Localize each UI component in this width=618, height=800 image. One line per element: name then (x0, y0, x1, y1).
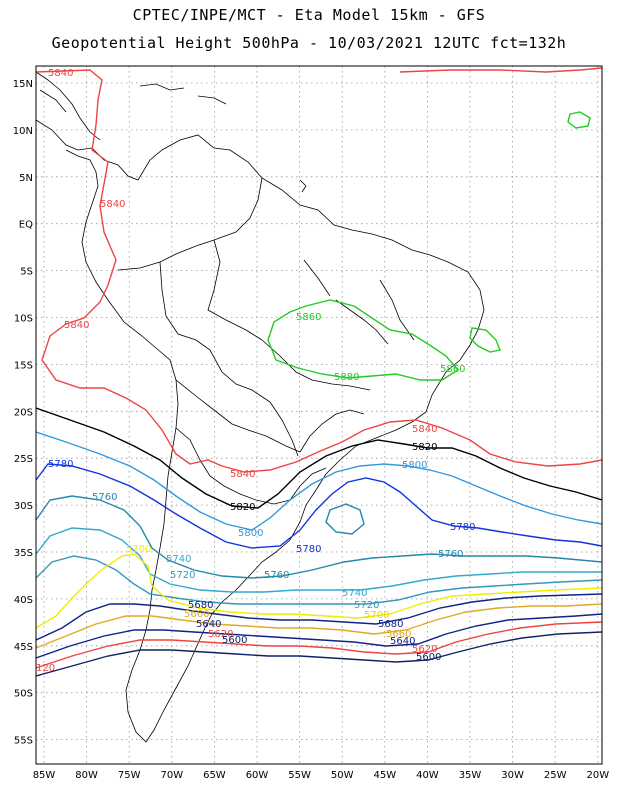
label-5720: 5720 (170, 570, 195, 581)
contour-5840-north (36, 69, 602, 473)
label-5840: 5840 (100, 199, 125, 210)
contour-5660 (36, 603, 602, 649)
label-5620: 120 (36, 663, 55, 674)
longitude-label: 30W (501, 770, 524, 781)
map-frame (35, 65, 603, 765)
latitude-label: 10S (14, 314, 33, 325)
latitude-label: 10N (13, 126, 33, 137)
label-5820: 5820 (412, 442, 437, 453)
latitude-label: EQ (19, 220, 33, 231)
contour-5780-loop (325, 503, 365, 535)
label-5740: 5740 (166, 554, 191, 565)
longitude-label: 25W (544, 770, 567, 781)
label-5740: 5740 (342, 588, 367, 599)
contour-5840-topright (399, 67, 602, 73)
longitude-label: 75W (118, 770, 141, 781)
contour-5600 (36, 631, 602, 677)
contour-5680 (36, 593, 602, 641)
label-5640: 5640 (196, 619, 221, 630)
longitude-label: 70W (160, 770, 183, 781)
map-subtitle: Geopotential Height 500hPa - 10/03/2021 … (51, 34, 567, 52)
longitude-label: 45W (373, 770, 396, 781)
contour-labels: 5840 5840 5840 5840 5840 5860 5860 5880 … (36, 68, 475, 674)
label-5760: 5760 (92, 492, 117, 503)
contour-5860 (267, 299, 460, 381)
longitude-label: 65W (203, 770, 226, 781)
label-5720: 5720 (354, 600, 379, 611)
label-5700: 5700 (126, 544, 151, 555)
latitude-label: 15N (13, 79, 33, 90)
label-5800: 5800 (238, 528, 263, 539)
contour-5640 (36, 613, 602, 659)
label-5680: 5680 (378, 619, 403, 630)
latitude-label: 35S (14, 548, 33, 559)
longitude-label: 85W (33, 770, 56, 781)
latitude-label: 50S (14, 689, 33, 700)
label-5700: 5700 (364, 610, 389, 621)
latitude-label: 45S (14, 642, 33, 653)
latitude-label: 55S (14, 736, 33, 747)
label-5760: 5760 (438, 549, 463, 560)
country-borders (36, 71, 485, 743)
label-5840: 5840 (412, 424, 437, 435)
label-5780: 5780 (48, 459, 73, 470)
height-contours (36, 67, 602, 677)
map-title: CPTEC/INPE/MCT - Eta Model 15km - GFS (132, 6, 486, 24)
label-5640: 5640 (390, 636, 415, 647)
contour-5860-island (469, 327, 501, 353)
label-5660: 5660 (184, 609, 209, 620)
latitude-label: 20S (14, 407, 33, 418)
contour-5760 (36, 495, 602, 579)
contour-5860-topright (567, 111, 591, 129)
label-5860: 5860 (440, 364, 465, 375)
graticule (36, 66, 602, 764)
longitude-label: 60W (246, 770, 269, 781)
label-5680: 5680 (188, 600, 213, 611)
contour-5780 (36, 463, 602, 549)
label-5840: 5840 (48, 68, 73, 79)
latitude-labels: 15N 10N 5N EQ 5S 10S 15S 20S 25S 30S 35S 40S 45S 50S 5… (13, 79, 33, 747)
longitude-label: 80W (75, 770, 98, 781)
longitude-label: 55W (288, 770, 311, 781)
label-5620: 5620 (412, 644, 437, 655)
contour-5800 (36, 431, 602, 531)
latitude-label: 40S (14, 595, 33, 606)
contour-5720 (36, 555, 602, 605)
longitude-label: 35W (459, 770, 482, 781)
contour-5740 (36, 527, 602, 593)
latitude-label: 15S (14, 360, 33, 371)
label-5600: 5600 (416, 652, 441, 663)
latitude-label: 25S (14, 454, 33, 465)
latitude-label: 5N (19, 173, 33, 184)
longitude-labels: 85W 80W 75W 70W 65W 60W 55W 50W 45W 40W 35W 30W 25W 2… (33, 770, 610, 781)
label-5660: 5660 (386, 629, 411, 640)
longitude-label: 20W (586, 770, 609, 781)
contour-5700 (36, 553, 602, 629)
label-5820: 5820 (230, 502, 255, 513)
label-5780: 5780 (450, 522, 475, 533)
label-5620: 5620 (208, 629, 233, 640)
contour-5620 (36, 621, 602, 669)
label-5840: 5840 (64, 320, 89, 331)
label-5880: 5880 (334, 372, 359, 383)
contour-5820 (36, 407, 602, 509)
label-5800: 5800 (402, 460, 427, 471)
latitude-label: 5S (20, 267, 33, 278)
label-5840: 5840 (230, 469, 255, 480)
label-5860: 5860 (296, 312, 321, 323)
label-5600: 5600 (222, 635, 247, 646)
label-5780: 5780 (296, 544, 321, 555)
longitude-label: 40W (416, 770, 439, 781)
latitude-label: 30S (14, 501, 33, 512)
longitude-label: 50W (331, 770, 354, 781)
label-5760: 5760 (264, 570, 289, 581)
